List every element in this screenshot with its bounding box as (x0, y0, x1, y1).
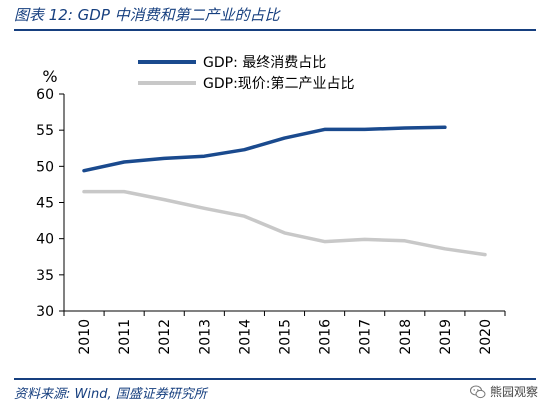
y-tick-label: 55 (36, 123, 54, 139)
x-tick-label: 2010 (77, 319, 93, 355)
y-tick-label: 60 (36, 87, 54, 103)
x-tick-label: 2012 (157, 319, 173, 355)
chart-legend: GDP: 最终消费占比 GDP:现价:第二产业占比 (138, 55, 355, 92)
legend-label: GDP: 最终消费占比 (203, 55, 326, 71)
y-axis-unit: % (42, 67, 57, 86)
y-tick-label: 40 (36, 232, 54, 248)
x-tick-label: 2020 (478, 319, 494, 355)
y-tick-label: 35 (36, 268, 54, 284)
y-tick-label: 50 (36, 159, 54, 175)
series-line-consumption (82, 125, 447, 173)
x-tick-label: 2016 (318, 319, 334, 355)
figure-title: 图表 12: GDP 中消费和第二产业的占比 (14, 6, 280, 24)
x-tick-label: 2014 (237, 319, 253, 355)
x-tick-label: 2015 (278, 319, 294, 355)
series-line-industry (82, 189, 487, 257)
chart-axes: % 30 35 40 45 50 55 60 2010 2011 2012 2013 2014 2015 2… (36, 67, 506, 355)
x-tick-label: 2018 (398, 319, 414, 355)
figure-source: 资料来源: Wind, 国盛证券研究所 (14, 387, 207, 402)
watermark: 熊园观察 (469, 383, 538, 400)
x-tick-label: 2011 (117, 319, 133, 355)
chart-lines (82, 125, 487, 257)
source-rule (14, 378, 536, 380)
y-tick-label: 45 (36, 196, 54, 212)
y-tick-label: 30 (36, 304, 54, 320)
x-tick-label: 2017 (358, 319, 374, 355)
wechat-icon (469, 385, 486, 398)
watermark-text: 熊园观察 (489, 385, 538, 399)
title-rule (14, 29, 536, 31)
legend-label: GDP:现价:第二产业占比 (203, 75, 355, 92)
x-tick-label: 2019 (438, 319, 454, 355)
x-tick-label: 2013 (197, 319, 213, 355)
